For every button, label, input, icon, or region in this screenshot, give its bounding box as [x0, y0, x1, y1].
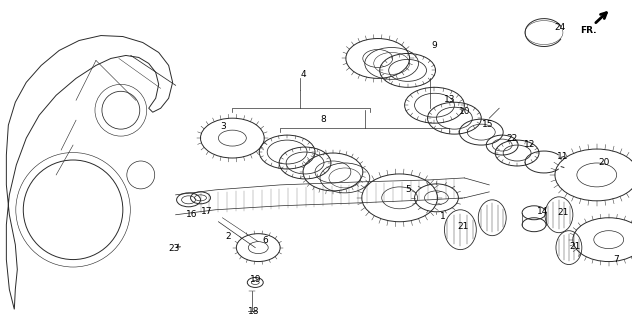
Text: 3: 3	[220, 122, 226, 131]
Text: 13: 13	[444, 95, 456, 104]
Text: 5: 5	[406, 185, 411, 194]
Text: FR.: FR.	[580, 26, 597, 35]
Text: 11: 11	[557, 152, 568, 161]
Text: 21: 21	[557, 208, 568, 217]
Text: 19: 19	[250, 276, 262, 284]
Text: 6: 6	[262, 236, 268, 245]
Text: 20: 20	[599, 158, 610, 167]
Text: 15: 15	[482, 120, 494, 129]
Text: 24: 24	[554, 23, 565, 32]
Text: 10: 10	[460, 107, 471, 116]
Text: 17: 17	[201, 207, 212, 216]
Text: 18: 18	[248, 307, 260, 316]
Text: 12: 12	[524, 140, 536, 149]
Text: 9: 9	[432, 41, 437, 50]
Text: 21: 21	[569, 242, 580, 251]
Text: 23: 23	[168, 244, 180, 252]
Text: 22: 22	[506, 134, 517, 143]
Text: 2: 2	[225, 232, 231, 241]
Text: 21: 21	[458, 222, 469, 231]
Text: 14: 14	[537, 207, 548, 216]
Text: 16: 16	[185, 210, 197, 219]
Text: 8: 8	[320, 115, 326, 124]
Text: 7: 7	[614, 255, 620, 264]
Text: 1: 1	[439, 212, 445, 221]
Text: 4: 4	[300, 70, 306, 79]
